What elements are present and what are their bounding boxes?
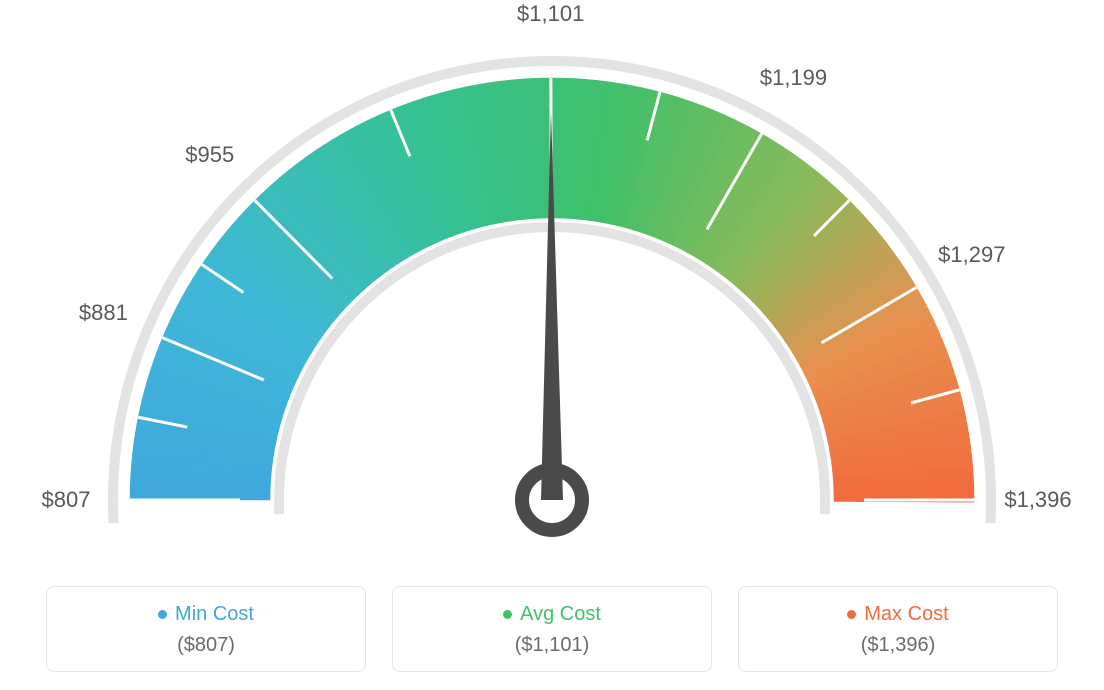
gauge-tick-label: $1,297 bbox=[938, 242, 1005, 268]
legend-value-min: ($807) bbox=[47, 634, 365, 657]
legend-card-avg: Avg Cost ($1,101) bbox=[392, 586, 712, 672]
dot-icon bbox=[158, 610, 167, 619]
legend-title-min: Min Cost bbox=[47, 603, 365, 626]
legend-value-avg: ($1,101) bbox=[393, 634, 711, 657]
gauge-tick-label: $1,396 bbox=[1004, 487, 1071, 513]
legend-row: Min Cost ($807) Avg Cost ($1,101) Max Co… bbox=[0, 586, 1104, 672]
legend-label: Avg Cost bbox=[520, 603, 601, 625]
gauge-tick-label: $881 bbox=[79, 300, 128, 326]
legend-card-max: Max Cost ($1,396) bbox=[738, 586, 1058, 672]
legend-label: Min Cost bbox=[175, 603, 254, 625]
cost-gauge: $807 $881 $955 $1,101 $1,199 $1,297 $1,396 bbox=[0, 0, 1104, 560]
gauge-tick-label: $807 bbox=[42, 487, 91, 513]
gauge-tick-label: $1,199 bbox=[760, 65, 827, 91]
legend-value-max: ($1,396) bbox=[739, 634, 1057, 657]
legend-title-avg: Avg Cost bbox=[393, 603, 711, 626]
legend-card-min: Min Cost ($807) bbox=[46, 586, 366, 672]
dot-icon bbox=[503, 610, 512, 619]
legend-title-max: Max Cost bbox=[739, 603, 1057, 626]
legend-label: Max Cost bbox=[864, 603, 948, 625]
dot-icon bbox=[847, 610, 856, 619]
gauge-tick-label: $1,101 bbox=[517, 1, 584, 27]
gauge-svg bbox=[0, 0, 1104, 560]
gauge-tick-label: $955 bbox=[185, 142, 234, 168]
